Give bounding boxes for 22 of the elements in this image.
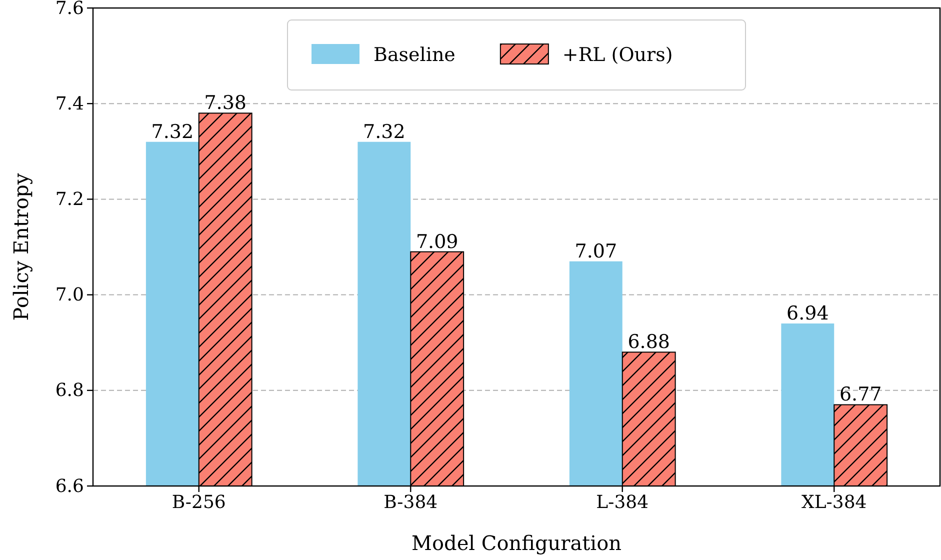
x-tick-label: B-256 — [172, 492, 226, 513]
y-tick-label: 6.8 — [55, 380, 84, 402]
data-label: 7.32 — [363, 120, 406, 143]
y-tick-label: 7.6 — [55, 0, 84, 19]
data-label: 6.88 — [628, 331, 670, 354]
y-axis-title: Policy Entropy — [9, 172, 33, 321]
x-axis-title: Model Configuration — [412, 531, 622, 555]
data-label: 7.32 — [151, 120, 194, 143]
data-label: 6.94 — [786, 302, 829, 324]
data-label: 6.77 — [839, 384, 882, 406]
x-tick-label: L-384 — [596, 492, 649, 513]
x-tick-label: B-384 — [384, 492, 438, 513]
y-tick-label: 7.2 — [55, 188, 84, 210]
y-tick-label: 6.6 — [55, 476, 84, 497]
x-tick-label: XL-384 — [802, 492, 867, 513]
data-label: 7.07 — [574, 240, 618, 262]
y-tick-label: 7.0 — [55, 284, 84, 306]
legend-label: Baseline — [374, 44, 456, 66]
legend-label: +RL (Ours) — [562, 44, 673, 66]
data-label: 7.38 — [204, 92, 246, 114]
y-tick-label: 7.4 — [55, 93, 84, 114]
data-label: 7.09 — [416, 230, 458, 253]
